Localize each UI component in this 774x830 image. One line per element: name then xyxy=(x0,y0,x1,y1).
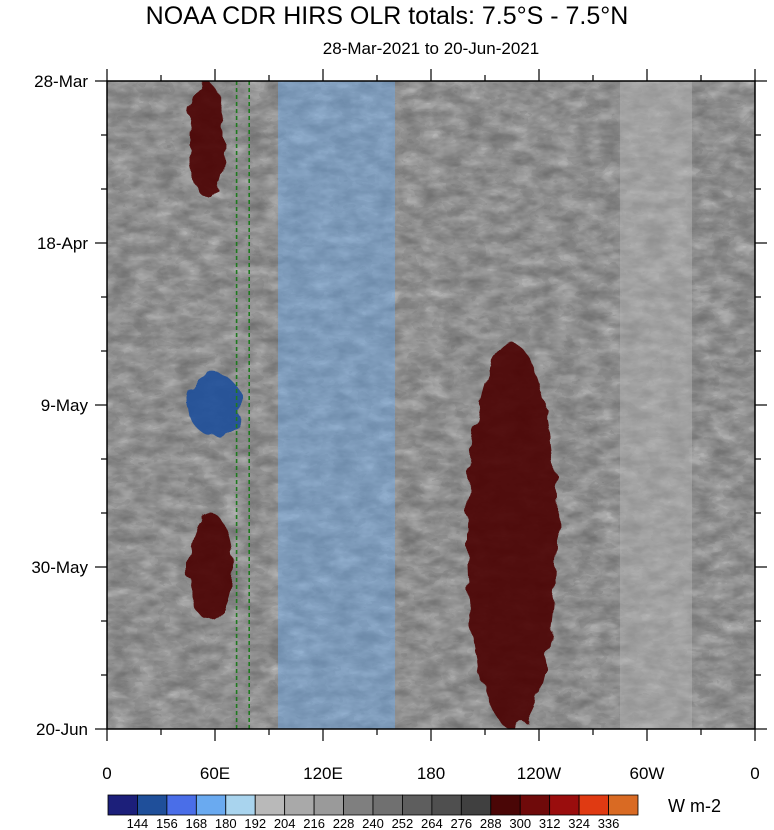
colorbar-box xyxy=(549,794,580,816)
colorbar-box xyxy=(284,794,315,816)
olr-feature-blob xyxy=(467,343,557,729)
colorbar-label: 324 xyxy=(568,816,590,830)
y-tick-label: 20-Jun xyxy=(36,720,88,739)
y-tick-label: 30-May xyxy=(31,558,88,577)
colorbar-label: 336 xyxy=(598,816,620,830)
colorbar-label: 228 xyxy=(333,816,355,830)
colorbar-label: 300 xyxy=(509,816,531,830)
colorbar-label: 204 xyxy=(274,816,296,830)
colorbar-label: 252 xyxy=(392,816,414,830)
colorbar-box xyxy=(460,794,492,816)
chart-subtitle: 28-Mar-2021 to 20-Jun-2021 xyxy=(322,39,540,58)
olr-feature-blob xyxy=(188,513,233,621)
colorbar-label: 192 xyxy=(244,816,266,830)
colorbar-box xyxy=(195,794,227,816)
chart-title: NOAA CDR HIRS OLR totals: 7.5°S - 7.5°N xyxy=(145,2,629,30)
colorbar-label: 264 xyxy=(421,816,443,830)
colorbar-box xyxy=(343,794,374,816)
y-tick-label: 18-Apr xyxy=(37,234,88,253)
colorbar-box xyxy=(519,794,551,816)
colorbar-box xyxy=(107,794,138,816)
colorbar-box xyxy=(578,794,609,816)
colorbar-label: 276 xyxy=(450,816,472,830)
colorbar-units: W m-2 xyxy=(668,796,721,816)
colorbar-box xyxy=(166,794,197,816)
x-tick-label: 60E xyxy=(200,764,230,783)
x-tick-label: 0 xyxy=(750,764,759,783)
x-tick-label: 120W xyxy=(517,764,561,783)
colorbar-label: 180 xyxy=(215,816,237,830)
colorbar-box xyxy=(490,794,521,816)
colorbar-label: 240 xyxy=(362,816,384,830)
x-tick-label: 120E xyxy=(303,764,343,783)
colorbar-label: 312 xyxy=(539,816,561,830)
x-tick-label: 60W xyxy=(630,764,665,783)
colorbar-label: 168 xyxy=(185,816,207,830)
colorbar-box xyxy=(372,794,403,816)
olr-feature-band xyxy=(620,81,692,729)
colorbar-label: 288 xyxy=(480,816,502,830)
colorbar-box xyxy=(608,794,639,816)
y-tick-label: 28-Mar xyxy=(34,72,88,91)
colorbar-label: 216 xyxy=(303,816,325,830)
olr-feature-blob xyxy=(188,81,224,197)
colorbar-label: 144 xyxy=(127,816,149,830)
x-tick-label: 180 xyxy=(417,764,445,783)
olr-feature-blob xyxy=(188,374,242,436)
colorbar-box xyxy=(431,794,462,816)
olr-field xyxy=(107,81,755,729)
x-tick-label: 0 xyxy=(102,764,111,783)
colorbar-label: 156 xyxy=(156,816,178,830)
olr-feature-band xyxy=(278,81,395,729)
colorbar-box xyxy=(225,794,256,816)
colorbar-box xyxy=(313,794,344,816)
colorbar-box xyxy=(137,794,168,816)
colorbar-box xyxy=(254,794,286,816)
y-tick-label: 9-May xyxy=(41,396,89,415)
colorbar: 144 156 168 180 192 204 216 228 240 252 264 276 288 3… xyxy=(107,794,639,830)
colorbar-box xyxy=(402,794,433,816)
